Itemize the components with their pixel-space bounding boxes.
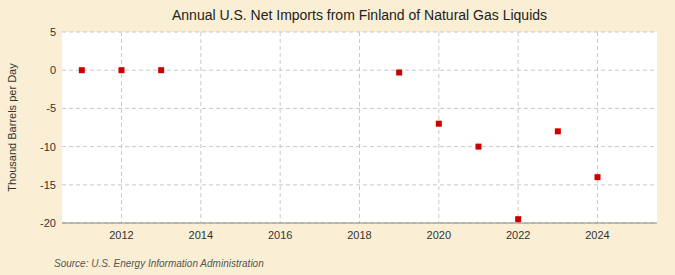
points <box>79 67 601 222</box>
point <box>396 69 402 75</box>
chart-svg: -20 -15 -10 -5 0 5 2012 2014 2016 2018 2020 2022 202… <box>0 0 675 275</box>
x-grid-line <box>438 32 439 223</box>
point <box>79 67 85 73</box>
y-grid-line <box>62 184 657 185</box>
x-tick-label: 2022 <box>506 229 530 241</box>
tick-labels: -20 -15 -10 -5 0 5 2012 2014 2016 2018 2020 2022 202… <box>40 26 610 241</box>
x-tick-label: 2020 <box>427 229 451 241</box>
x-tick-label: 2018 <box>347 229 371 241</box>
y-tick-label: -15 <box>40 179 56 191</box>
y-tick-label: -20 <box>40 217 56 229</box>
point <box>119 67 125 73</box>
x-grid-line <box>597 32 598 223</box>
point <box>555 128 561 134</box>
x-grid-line <box>121 32 122 223</box>
x-tick-label: 2024 <box>585 229 609 241</box>
y-grid-line <box>62 108 657 109</box>
plot-background <box>62 32 657 223</box>
point <box>515 216 521 222</box>
y-tick-label: 5 <box>50 26 56 38</box>
title: Annual U.S. Net Imports from Finland of … <box>172 7 547 23</box>
point <box>158 67 164 73</box>
y-tick-label: -5 <box>46 102 56 114</box>
chart-container: -20 -15 -10 -5 0 5 2012 2014 2016 2018 2020 2022 202… <box>0 0 675 275</box>
y-grid-line <box>62 223 657 224</box>
point <box>595 174 601 180</box>
y-axis-label: Thousand Barrels per Day <box>6 63 18 192</box>
source-annotation: Source: U.S. Energy Information Administ… <box>54 258 264 269</box>
x-tick-label: 2012 <box>109 229 133 241</box>
x-tick-label: 2014 <box>189 229 213 241</box>
y-tick-label: -10 <box>40 141 56 153</box>
grid <box>62 32 657 223</box>
x-grid-line <box>359 32 360 223</box>
point <box>476 144 482 150</box>
x-grid-line <box>518 32 519 223</box>
y-tick-label: 0 <box>50 64 56 76</box>
x-grid-line <box>200 32 201 223</box>
x-tick-label: 2016 <box>268 229 292 241</box>
x-axis-line <box>62 223 657 224</box>
background <box>0 0 675 275</box>
x-grid-line <box>280 32 281 223</box>
point <box>436 121 442 127</box>
